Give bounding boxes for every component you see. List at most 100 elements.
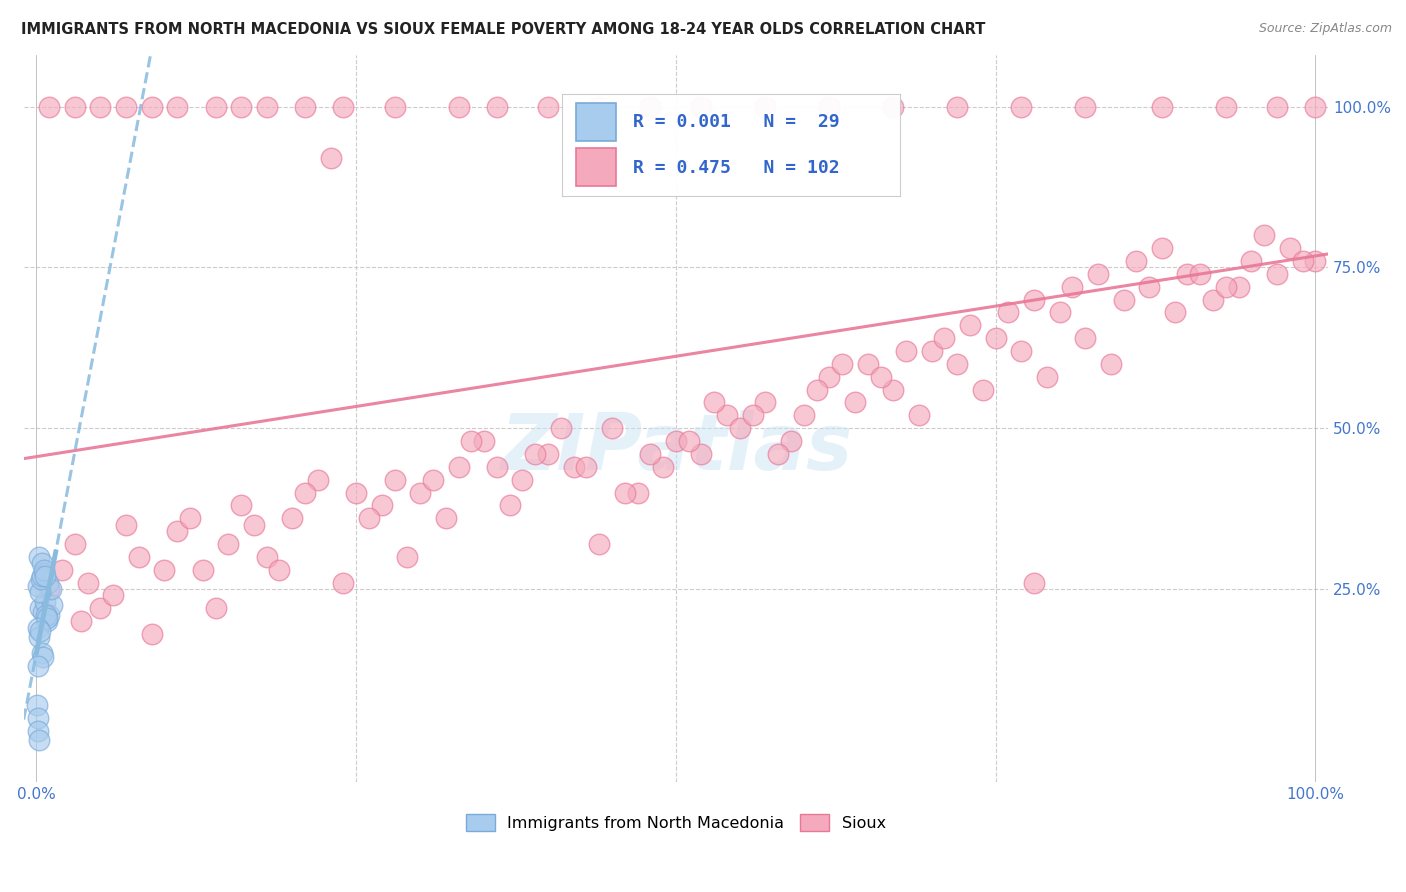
Point xyxy=(806,383,828,397)
Point xyxy=(76,575,98,590)
Point xyxy=(869,369,891,384)
Point xyxy=(1177,267,1199,281)
Point xyxy=(1049,305,1071,319)
Point xyxy=(1125,254,1147,268)
Point xyxy=(269,563,291,577)
Text: Source: ZipAtlas.com: Source: ZipAtlas.com xyxy=(1258,22,1392,36)
Point xyxy=(371,499,394,513)
Point xyxy=(1253,228,1275,243)
Point xyxy=(447,100,470,114)
Point xyxy=(1036,369,1059,384)
Point xyxy=(741,409,763,423)
Point xyxy=(307,473,329,487)
Point xyxy=(243,517,266,532)
Point xyxy=(946,100,969,114)
Point xyxy=(588,100,610,114)
Point xyxy=(27,711,49,725)
Point xyxy=(754,100,776,114)
Point xyxy=(409,485,432,500)
Legend: Immigrants from North Macedonia, Sioux: Immigrants from North Macedonia, Sioux xyxy=(461,810,891,836)
Point xyxy=(921,344,943,359)
Point xyxy=(550,421,572,435)
Point xyxy=(716,409,738,423)
Point xyxy=(115,517,138,532)
Point xyxy=(344,485,367,500)
Point xyxy=(600,421,623,435)
Point xyxy=(27,579,49,593)
Point xyxy=(229,499,252,513)
Point xyxy=(384,100,406,114)
Point xyxy=(28,630,51,644)
Point xyxy=(1062,279,1084,293)
Point xyxy=(38,607,60,622)
Point xyxy=(28,585,51,599)
Point xyxy=(460,434,482,448)
Point xyxy=(703,395,725,409)
Point xyxy=(1150,100,1173,114)
Point xyxy=(35,614,58,628)
Point xyxy=(141,627,163,641)
Point xyxy=(27,621,49,635)
Point xyxy=(562,459,585,474)
Point xyxy=(1074,100,1097,114)
Point xyxy=(28,549,51,564)
Point xyxy=(25,698,48,712)
Point xyxy=(1189,267,1212,281)
FancyBboxPatch shape xyxy=(576,103,616,141)
Point xyxy=(357,511,380,525)
Point xyxy=(70,614,93,628)
Point xyxy=(640,447,662,461)
Point xyxy=(89,601,111,615)
Point xyxy=(332,100,354,114)
Point xyxy=(34,595,56,609)
Point xyxy=(537,100,560,114)
Point xyxy=(384,473,406,487)
Point xyxy=(1291,254,1313,268)
Point xyxy=(281,511,304,525)
Point xyxy=(512,473,534,487)
Point xyxy=(690,447,713,461)
Point xyxy=(422,473,444,487)
Point xyxy=(984,331,1007,345)
Point xyxy=(640,100,662,114)
Point xyxy=(27,723,49,738)
Point xyxy=(30,624,52,638)
Point xyxy=(728,421,751,435)
Point xyxy=(1022,575,1045,590)
Point xyxy=(447,459,470,474)
Point xyxy=(1202,293,1225,307)
Point xyxy=(32,566,55,580)
Point xyxy=(613,485,636,500)
Point xyxy=(41,598,63,612)
Point xyxy=(575,459,598,474)
Text: R = 0.475   N = 102: R = 0.475 N = 102 xyxy=(633,159,839,177)
Point xyxy=(204,601,226,615)
Point xyxy=(626,485,648,500)
Point xyxy=(103,589,125,603)
Point xyxy=(30,573,52,587)
Point xyxy=(63,100,86,114)
Point xyxy=(946,357,969,371)
Point xyxy=(768,447,790,461)
Point xyxy=(1215,279,1237,293)
Point xyxy=(396,549,419,564)
Point xyxy=(294,485,316,500)
Point xyxy=(35,607,58,622)
Point xyxy=(256,100,278,114)
Point xyxy=(537,447,560,461)
Text: R = 0.001   N =  29: R = 0.001 N = 29 xyxy=(633,113,839,131)
Point xyxy=(217,537,239,551)
Point xyxy=(63,537,86,551)
Point xyxy=(229,100,252,114)
Point xyxy=(37,611,59,625)
Point xyxy=(665,434,688,448)
Point xyxy=(1240,254,1263,268)
Point xyxy=(1305,254,1327,268)
Point xyxy=(256,549,278,564)
Point xyxy=(1150,241,1173,255)
Point xyxy=(908,409,931,423)
Point xyxy=(141,100,163,114)
Point xyxy=(31,557,53,571)
Point xyxy=(588,537,610,551)
Point xyxy=(1215,100,1237,114)
